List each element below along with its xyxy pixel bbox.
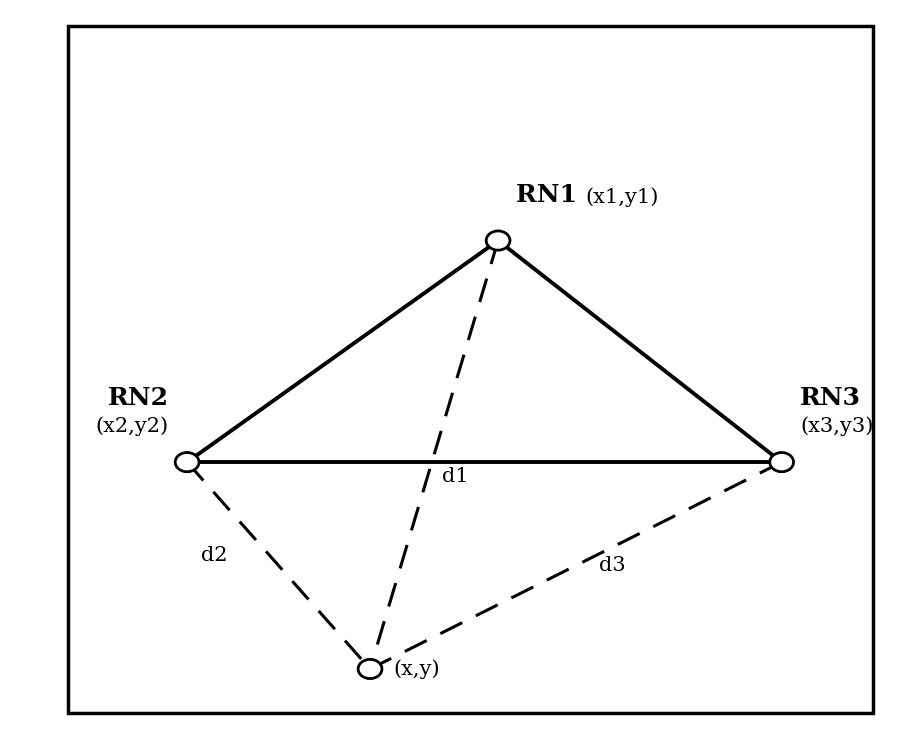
Text: (x3,y3): (x3,y3) [800, 417, 873, 436]
Text: d1: d1 [442, 467, 468, 486]
Circle shape [486, 231, 510, 250]
Text: RN1: RN1 [516, 183, 586, 208]
FancyBboxPatch shape [68, 26, 873, 713]
Circle shape [770, 453, 794, 472]
Text: RN3: RN3 [800, 386, 861, 410]
Text: (x,y): (x,y) [393, 659, 439, 679]
Text: (x2,y2): (x2,y2) [96, 417, 169, 436]
Circle shape [175, 453, 199, 472]
Circle shape [358, 660, 382, 678]
Text: d3: d3 [599, 556, 626, 575]
Text: (x1,y1): (x1,y1) [585, 187, 658, 208]
Text: RN2: RN2 [108, 386, 169, 410]
Text: d2: d2 [201, 546, 228, 565]
